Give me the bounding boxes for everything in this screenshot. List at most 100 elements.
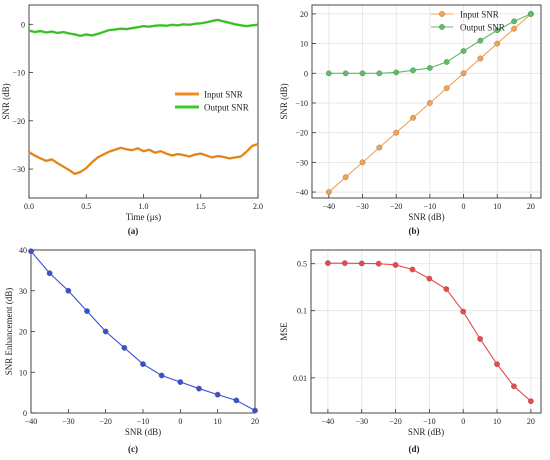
x-tick-label: −30 [356, 202, 369, 211]
data-point [376, 144, 383, 151]
chart-panel-4: −40 −30 −20 −10 0 10 20 0.5 0.1 0.01 SNR (dB) MSE (d… [279, 249, 542, 454]
panel-caption: (d) [409, 444, 420, 454]
series-line [28, 18, 259, 38]
data-point [376, 70, 383, 77]
y-tick-label: 0.1 [297, 307, 307, 316]
data-point [528, 398, 534, 405]
x-tick-label: −20 [389, 417, 402, 426]
plot-frame [310, 249, 542, 414]
x-tick-label: −40 [25, 417, 38, 426]
data-point [393, 129, 400, 136]
data-point [511, 383, 517, 390]
x-tick-label: −40 [323, 202, 336, 211]
data-point [177, 379, 184, 385]
x-axis-label: SNR (dB) [125, 427, 161, 437]
x-tick-label: 10 [493, 202, 501, 211]
y-tick-label: 10 [19, 368, 27, 377]
data-point [140, 361, 146, 367]
x-axis-label: Time (μs) [126, 212, 161, 222]
y-tick-label: −30 [295, 158, 308, 167]
x-tick-label: 2.0 [253, 202, 263, 211]
y-tick-label: 0 [23, 409, 27, 418]
data-point [325, 260, 331, 266]
y-tick-label: 20 [19, 328, 27, 337]
y-axis-label: SNR (dB) [279, 83, 289, 119]
data-point [358, 260, 365, 267]
x-tick-label: −30 [355, 417, 368, 426]
data-point [511, 25, 517, 32]
data-point [252, 407, 258, 414]
y-tick-label: 30 [19, 287, 27, 296]
data-point [393, 69, 400, 76]
data-point [233, 397, 240, 404]
grid-lines [311, 250, 541, 413]
series-1 [28, 248, 258, 414]
data-point [494, 40, 501, 47]
y-tick-label: 40 [19, 246, 27, 255]
x-tick-label: 1.5 [196, 202, 206, 211]
legend-label: Output SNR [460, 23, 505, 33]
y-axis-label: SNR (dB) [1, 83, 11, 119]
data-point [392, 262, 399, 268]
axes: 0.0 0.5 1.0 1.5 2.0 0 −10 −20 −30 [12, 20, 263, 211]
x-axis-label: SNR (dB) [408, 212, 444, 222]
chart-panel-1: 0.0 0.5 1.0 1.5 2.0 0 −10 −20 −30 Time (μs) SNR (d… [1, 4, 263, 236]
axes: −40 −30 −20 −10 0 10 20 0.5 0.1 0.01 [293, 260, 535, 426]
data-point [427, 65, 433, 71]
data-point [460, 48, 467, 54]
series-1 [325, 260, 534, 405]
data-point [494, 361, 500, 368]
legend-label: Input SNR [460, 10, 499, 20]
data-point [359, 70, 366, 77]
x-tick-label: 20 [527, 202, 535, 211]
data-point [359, 159, 366, 166]
axes: −40 −30 −20 −10 0 10 20 20 10 0 −10 −20 −30 −40 [295, 10, 534, 211]
x-tick-label: −20 [390, 202, 403, 211]
series-output-snr [28, 18, 259, 38]
series-line-core [28, 143, 259, 175]
y-tick-label: 10 [300, 40, 308, 49]
y-tick-label: −20 [12, 117, 25, 126]
y-axis-label: SNR Enhancement (dB) [4, 288, 14, 375]
x-tick-label: −20 [99, 417, 112, 426]
legend: Input SNR Output SNR [175, 90, 249, 113]
data-point [443, 59, 450, 65]
x-tick-label: 0 [178, 417, 182, 426]
x-tick-label: −10 [137, 417, 150, 426]
data-point [342, 70, 349, 77]
x-tick-label: −10 [424, 202, 437, 211]
series-input-snr [28, 142, 259, 176]
x-axis-label: SNR (dB) [408, 427, 444, 437]
y-tick-label: 0 [21, 20, 25, 29]
data-point [443, 286, 450, 292]
x-tick-label: 0 [461, 417, 465, 426]
x-tick-label: 20 [251, 417, 259, 426]
x-tick-label: 0.0 [24, 202, 34, 211]
y-axis-label: MSE [279, 322, 289, 341]
series-output-snr [325, 11, 534, 77]
data-point [196, 385, 202, 392]
data-point [410, 114, 416, 121]
data-point [427, 100, 433, 106]
y-tick-label: −20 [295, 129, 308, 138]
x-tick-label: 10 [493, 417, 501, 426]
series-input-snr [325, 11, 534, 195]
panel-caption: (c) [128, 444, 138, 454]
legend-marker [439, 24, 445, 30]
plot-frame [28, 4, 259, 199]
data-point [477, 336, 483, 342]
data-point [158, 372, 165, 379]
data-point [28, 248, 34, 255]
y-tick-label: 0.5 [297, 260, 307, 269]
plot-frame [30, 249, 256, 414]
x-tick-label: −30 [62, 417, 75, 426]
legend-label: Input SNR [204, 90, 243, 100]
legend-marker [439, 11, 445, 17]
y-tick-label: −30 [12, 165, 25, 174]
chart-panel-3: −40 −30 −20 −10 0 10 20 0 10 20 30 40 SNR (dB) SNR En… [4, 246, 259, 454]
panel-caption: (a) [128, 226, 139, 236]
data-point [460, 308, 467, 315]
x-tick-label: 1.0 [139, 202, 149, 211]
chart-panel-2: −40 −30 −20 −10 0 10 20 20 10 0 −10 −20 −30 −40 SNR (d… [279, 4, 542, 236]
